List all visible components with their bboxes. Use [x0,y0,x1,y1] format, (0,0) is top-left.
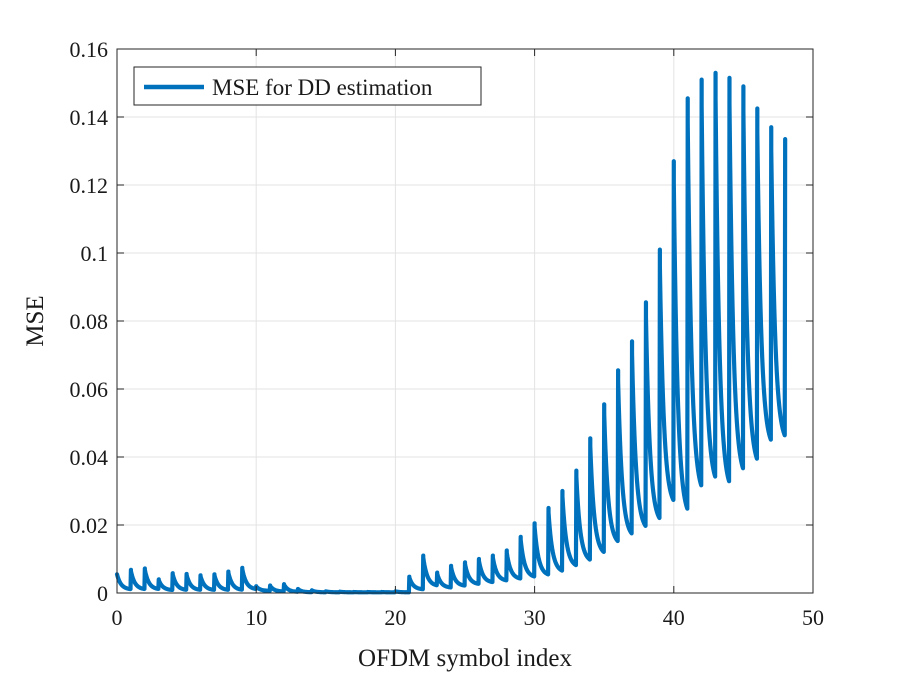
y-tick-label: 0.14 [70,105,109,130]
series-line-mse-dd [114,70,788,595]
y-tick-label: 0.12 [70,173,109,198]
y-tick-label: 0.16 [70,37,109,62]
y-tick-label: 0.06 [70,377,109,402]
x-tick-label: 20 [384,605,406,630]
legend-entry-mse-dd: MSE for DD estimation [212,75,433,100]
x-tick-label: 40 [663,605,685,630]
x-tick-label: 10 [245,605,267,630]
x-tick-label: 50 [802,605,824,630]
axis-ticks: 0 10 20 30 40 50 0 0.02 0.04 0.06 0.08 0.1 0.12 0.14 0… [70,37,825,630]
y-tick-label: 0.02 [70,513,109,538]
series-group [114,70,788,595]
x-tick-label: 0 [112,605,123,630]
x-tick-label: 30 [524,605,546,630]
y-axis-label: MSE [22,295,49,346]
y-tick-label: 0.04 [70,445,109,470]
legend: MSE for DD estimation [133,66,482,106]
grid-lines [117,49,813,593]
x-axis-label: OFDM symbol index [358,645,572,672]
y-tick-label: 0.1 [81,241,109,266]
y-tick-label: 0.08 [70,309,109,334]
y-tick-label: 0 [97,581,108,606]
